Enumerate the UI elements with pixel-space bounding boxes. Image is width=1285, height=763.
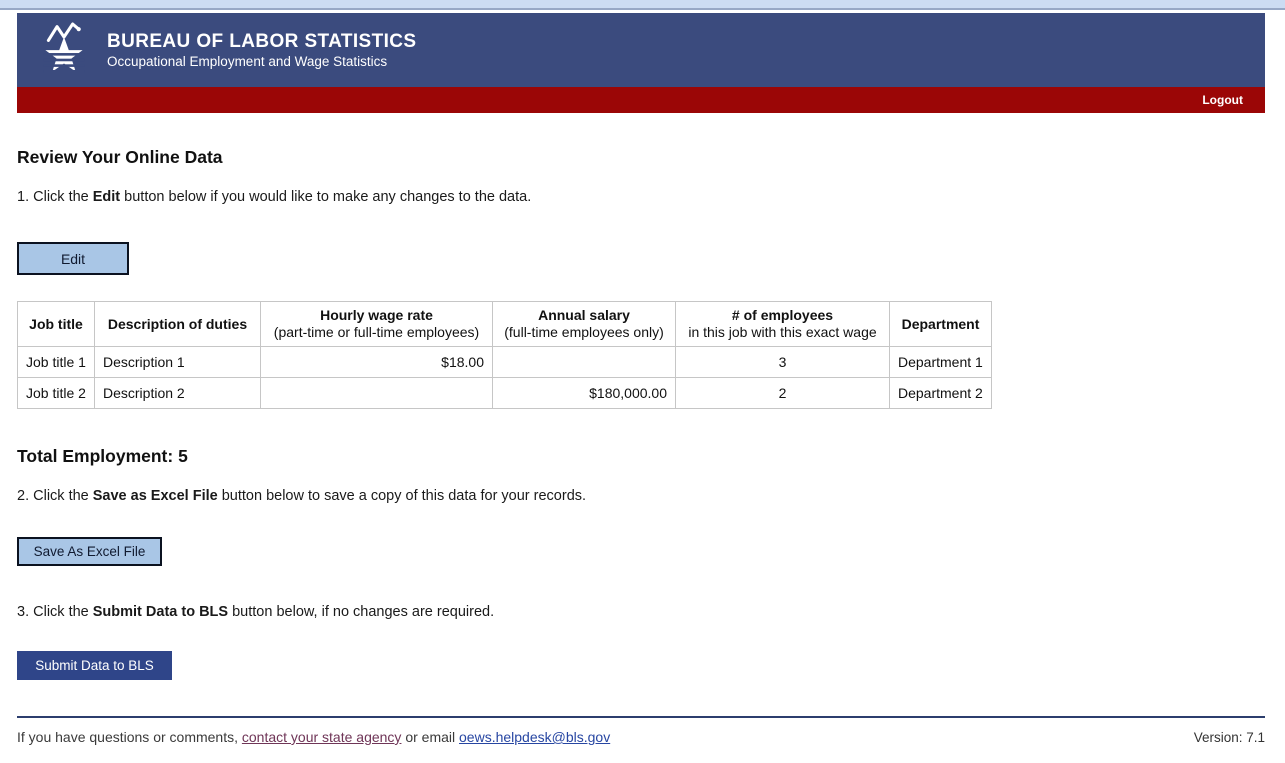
step-1-prefix: 1. Click the <box>17 189 93 205</box>
cell-department: Department 2 <box>889 377 992 409</box>
col-header-title: # of employees <box>731 307 834 323</box>
contact-state-agency-link[interactable]: contact your state agency <box>241 729 402 745</box>
step-3-suffix: button below, if no changes are required… <box>228 604 495 620</box>
step-2-instruction: 2. Click the Save as Excel File button b… <box>17 488 1265 504</box>
helpdesk-email-link[interactable]: oews.helpdesk@bls.gov <box>459 729 611 745</box>
logout-link[interactable]: Logout <box>1202 93 1243 107</box>
cell-hourly-wage <box>260 377 493 409</box>
version-label: Version: 7.1 <box>1193 730 1265 745</box>
agency-title: BUREAU OF LABOR STATISTICS <box>107 30 417 52</box>
col-header-hourly-wage: Hourly wage rate (part-time or full-time … <box>260 301 493 347</box>
step-1-suffix: button below if you would like to make a… <box>120 189 532 205</box>
step-3-instruction: 3. Click the Submit Data to BLS button b… <box>17 604 1265 620</box>
col-header-subtitle: (full-time employees only) <box>504 324 664 340</box>
col-header-annual-salary: Annual salary (full-time employees only) <box>492 301 676 347</box>
footer-help-text: If you have questions or comments, conta… <box>17 729 610 745</box>
col-header-title: Description of duties <box>107 315 248 332</box>
col-header-subtitle: (part-time or full-time employees) <box>273 324 480 340</box>
footer-text-mid: or email <box>401 729 460 745</box>
page-title: Review Your Online Data <box>17 147 223 167</box>
cell-department: Department 1 <box>889 346 992 378</box>
col-header-title: Hourly wage rate <box>320 307 433 323</box>
table-header-row: Job title Description of duties Hourly w… <box>17 301 992 347</box>
logout-bar: Logout <box>17 87 1265 113</box>
cell-hourly-wage: $18.00 <box>260 346 493 378</box>
step-1-instruction: 1. Click the Edit button below if you wo… <box>17 189 1265 205</box>
step-3-bold: Submit Data to BLS <box>92 604 229 620</box>
col-header-title: Department <box>901 315 980 332</box>
bls-star-chart-icon <box>43 22 85 73</box>
cell-annual-salary <box>492 346 676 378</box>
cell-num-employees: 2 <box>675 377 890 409</box>
col-header-department: Department <box>889 301 992 347</box>
cell-num-employees: 3 <box>675 346 890 378</box>
wage-data-table: Job title Description of duties Hourly w… <box>17 301 992 409</box>
col-header-subtitle: in this job with this exact wage <box>688 324 877 340</box>
program-subtitle: Occupational Employment and Wage Statist… <box>107 53 388 69</box>
browser-top-strip <box>0 0 1285 10</box>
table-row: Job title 2 Description 2 $180,000.00 2 … <box>17 377 992 409</box>
main-content: Review Your Online Data 1. Click the Edi… <box>17 113 1265 745</box>
col-header-title: Job title <box>29 315 83 332</box>
col-header-description: Description of duties <box>94 301 261 347</box>
step-2-bold: Save as Excel File <box>92 488 218 504</box>
footer-text-prefix: If you have questions or comments, <box>17 729 242 745</box>
cell-job-title: Job title 1 <box>17 346 95 378</box>
cell-description: Description 1 <box>94 346 261 378</box>
masthead-titles: BUREAU OF LABOR STATISTICS Occupational … <box>107 30 416 71</box>
table-row: Job title 1 Description 1 $18.00 3 Depar… <box>17 346 992 378</box>
page: BUREAU OF LABOR STATISTICS Occupational … <box>17 13 1265 745</box>
edit-button[interactable]: Edit <box>17 242 129 275</box>
col-header-title: Annual salary <box>538 307 630 323</box>
page-footer: If you have questions or comments, conta… <box>17 716 1265 745</box>
total-employment-heading: Total Employment: 5 <box>17 446 188 466</box>
bls-masthead: BUREAU OF LABOR STATISTICS Occupational … <box>17 13 1265 87</box>
step-1-bold: Edit <box>92 189 121 205</box>
col-header-job-title: Job title <box>17 301 95 347</box>
cell-description: Description 2 <box>94 377 261 409</box>
cell-annual-salary: $180,000.00 <box>492 377 676 409</box>
submit-data-to-bls-button[interactable]: Submit Data to BLS <box>17 651 172 680</box>
step-2-prefix: 2. Click the <box>17 488 93 504</box>
step-3-prefix: 3. Click the <box>17 604 93 620</box>
save-as-excel-button[interactable]: Save As Excel File <box>17 537 162 566</box>
step-2-suffix: button below to save a copy of this data… <box>217 488 587 504</box>
col-header-num-employees: # of employees in this job with this exac… <box>675 301 890 347</box>
cell-job-title: Job title 2 <box>17 377 95 409</box>
